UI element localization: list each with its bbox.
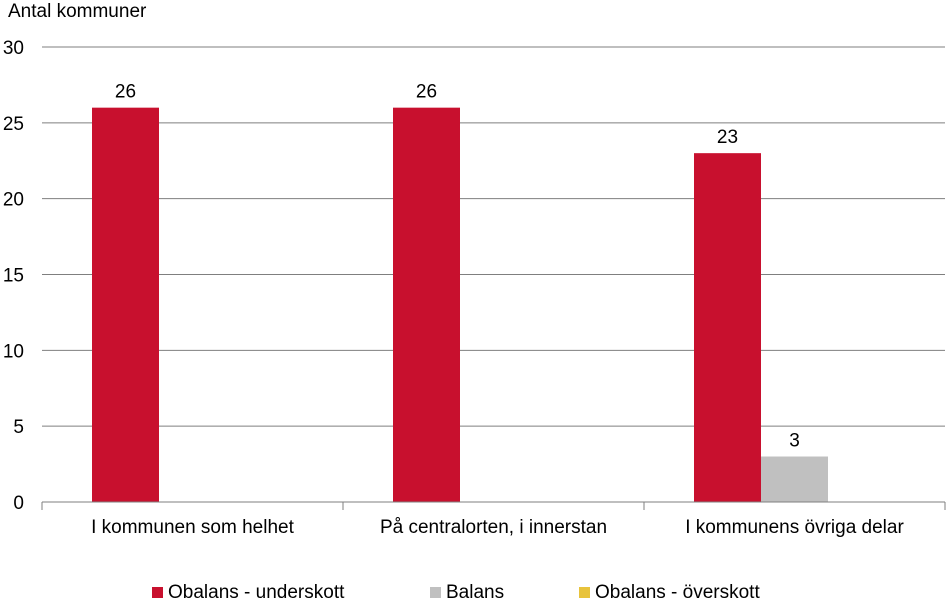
x-tick-label: I kommunen som helhet (91, 517, 294, 538)
data-label: 3 (789, 431, 800, 452)
y-tick-label: 0 (13, 493, 24, 514)
y-tick-label: 10 (3, 341, 24, 362)
legend-label: Balans (446, 582, 504, 601)
legend-swatch (152, 587, 163, 598)
y-tick-label: 15 (3, 266, 24, 287)
bar (92, 107, 159, 503)
bar (694, 153, 761, 502)
legend-swatch (579, 587, 590, 598)
legend-label: Obalans - underskott (168, 582, 345, 601)
data-label: 23 (717, 127, 738, 148)
x-axis: I kommunen som helhet På centralorten, i … (41, 501, 946, 538)
y-tick-label: 30 (3, 38, 24, 59)
data-label: 26 (115, 82, 136, 103)
bars (92, 107, 828, 503)
y-axis-label: Antal kommuner (8, 1, 147, 22)
legend-label: Obalans - överskott (595, 582, 760, 601)
y-tick-label: 5 (13, 417, 24, 438)
legend-swatch (430, 587, 441, 598)
data-labels: 26 26 23 3 (115, 82, 800, 452)
gridlines (42, 46, 945, 427)
y-tick-label: 25 (3, 114, 24, 135)
legend: Obalans - underskott Balans Obalans - över… (152, 582, 760, 601)
x-tick-label: I kommunens övriga delar (685, 517, 904, 538)
data-label: 26 (416, 82, 437, 103)
bar (761, 456, 828, 502)
y-axis-ticks: 0 5 10 15 20 25 30 (3, 38, 24, 514)
bar (393, 107, 460, 503)
y-tick-label: 20 (3, 190, 24, 211)
x-tick-label: På centralorten, i innerstan (380, 517, 607, 538)
